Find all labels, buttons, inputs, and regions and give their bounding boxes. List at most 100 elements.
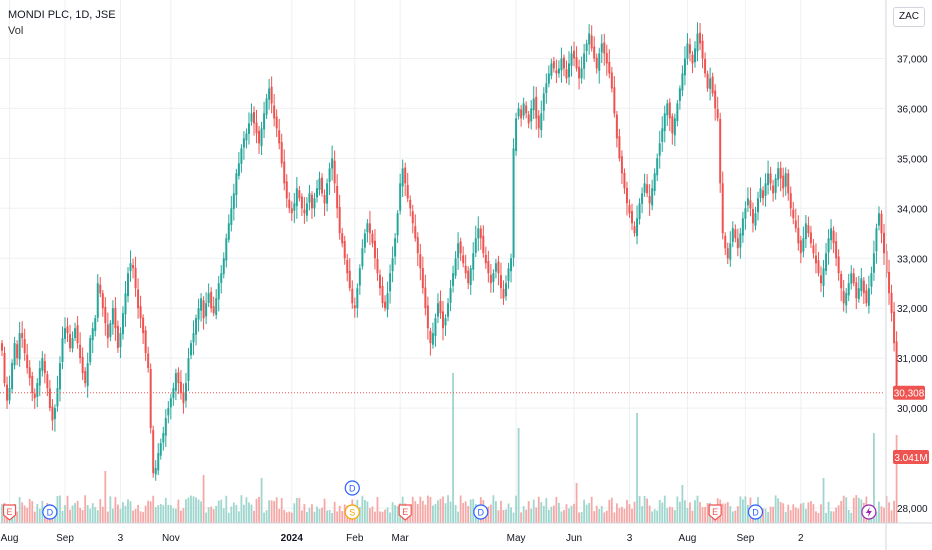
candle-body xyxy=(48,388,51,409)
volume-bar xyxy=(248,502,250,523)
candle-body xyxy=(366,223,369,233)
candle-body xyxy=(58,363,61,390)
candle-body xyxy=(830,228,833,241)
candle-body xyxy=(880,213,883,234)
volume-bar xyxy=(235,505,238,523)
volume-bar xyxy=(492,495,495,523)
volume-bar xyxy=(678,501,681,523)
volume-bar xyxy=(426,495,429,523)
candle-body xyxy=(358,268,361,286)
candle-body xyxy=(706,73,709,89)
volume-bar xyxy=(530,508,533,523)
candle-body xyxy=(253,112,255,124)
dividend-marker-icon[interactable]: D xyxy=(747,504,764,520)
volume-bar xyxy=(852,497,855,523)
last-volume-tag: 3.041M xyxy=(893,450,929,464)
candle-body xyxy=(469,268,472,285)
time-axis[interactable]: Aug Sep 3 Nov 2024 Feb Mar May Jun 3 Aug Sep 2 xyxy=(1,533,804,544)
candle-body xyxy=(421,268,424,289)
y-tick-label: 31,000 xyxy=(897,354,928,365)
volume-bar xyxy=(439,498,442,523)
lightning-marker-icon[interactable] xyxy=(861,504,877,520)
svg-text:E: E xyxy=(712,507,718,517)
candle-body xyxy=(43,361,46,374)
price-axis[interactable]: 37,000 36,000 35,000 34,000 33,000 32,000 31,0… xyxy=(897,54,928,515)
volume-bar xyxy=(517,428,520,523)
candle-body xyxy=(16,344,19,359)
event-markers[interactable]: E D D S E D E D xyxy=(2,480,877,521)
earnings-marker-icon[interactable]: E xyxy=(2,504,17,521)
candle-body xyxy=(127,273,129,297)
candle-body xyxy=(537,115,540,129)
candle-body xyxy=(656,158,659,176)
volume-bar xyxy=(560,511,563,523)
volume-bar xyxy=(590,496,593,523)
candle-body xyxy=(827,238,830,253)
volume-bar xyxy=(220,499,223,523)
candle-body xyxy=(384,301,387,309)
volume-bar xyxy=(878,501,880,523)
volume-bar xyxy=(343,504,346,523)
volume-bar xyxy=(585,504,588,523)
volume-bar xyxy=(56,496,59,523)
volume-bar xyxy=(676,496,679,523)
earnings-marker-icon[interactable]: E xyxy=(708,504,722,521)
volume-bar xyxy=(890,510,893,523)
candle-body xyxy=(96,283,99,318)
volume-bar xyxy=(96,510,99,523)
volume-bar xyxy=(653,509,656,523)
x-tick-label: Sep xyxy=(737,533,755,544)
candle-body xyxy=(452,273,455,286)
dividend-marker-icon[interactable]: D xyxy=(344,480,360,496)
volume-bar xyxy=(265,510,268,523)
currency-button[interactable]: ZAC xyxy=(893,7,925,27)
candle-body xyxy=(109,323,112,337)
candle-body xyxy=(164,418,167,436)
candle-body xyxy=(444,318,447,326)
candle-body xyxy=(232,193,235,209)
earnings-marker-icon[interactable]: E xyxy=(398,504,412,521)
candle-body xyxy=(580,68,583,79)
volume-bar xyxy=(875,511,878,523)
candle-body xyxy=(391,258,394,272)
volume-bar xyxy=(464,501,467,523)
candle-body xyxy=(701,40,704,59)
volume-bar xyxy=(101,506,104,523)
candle-body xyxy=(570,53,573,66)
svg-text:E: E xyxy=(7,507,13,517)
candle-body xyxy=(316,188,318,198)
candle-body xyxy=(132,264,135,269)
volume-bar xyxy=(275,497,278,523)
candle-body xyxy=(205,303,208,317)
volume-bar xyxy=(89,508,92,523)
dividend-marker-icon[interactable]: D xyxy=(42,504,58,520)
candle-body xyxy=(510,258,513,272)
volume-bar xyxy=(782,503,785,523)
volume-bar xyxy=(215,505,218,523)
volume-bar xyxy=(706,502,709,523)
candle-body xyxy=(104,306,107,324)
candle-body xyxy=(237,163,240,176)
volume-bar xyxy=(31,501,34,523)
volume-bar xyxy=(217,500,220,523)
candle-body xyxy=(442,311,444,329)
candle-body xyxy=(245,133,248,141)
candle-body xyxy=(814,255,817,264)
volume-bar xyxy=(532,499,535,523)
volume-bar xyxy=(787,504,790,523)
candle-body xyxy=(207,293,210,304)
volume-bar xyxy=(699,502,701,523)
x-tick-label: 2 xyxy=(798,533,804,544)
volume-bar xyxy=(369,508,371,523)
dividend-marker-icon[interactable]: D xyxy=(473,504,489,520)
volume-bar xyxy=(487,506,490,523)
candle-body xyxy=(3,352,6,384)
volume-bar xyxy=(537,496,540,523)
volume-bar xyxy=(515,495,517,523)
volume-bar xyxy=(605,510,608,523)
split-marker-icon[interactable]: S xyxy=(344,504,360,520)
volume-indicator-label[interactable]: Vol xyxy=(8,25,24,37)
candle-body xyxy=(280,142,283,164)
volume-bar xyxy=(205,512,208,523)
